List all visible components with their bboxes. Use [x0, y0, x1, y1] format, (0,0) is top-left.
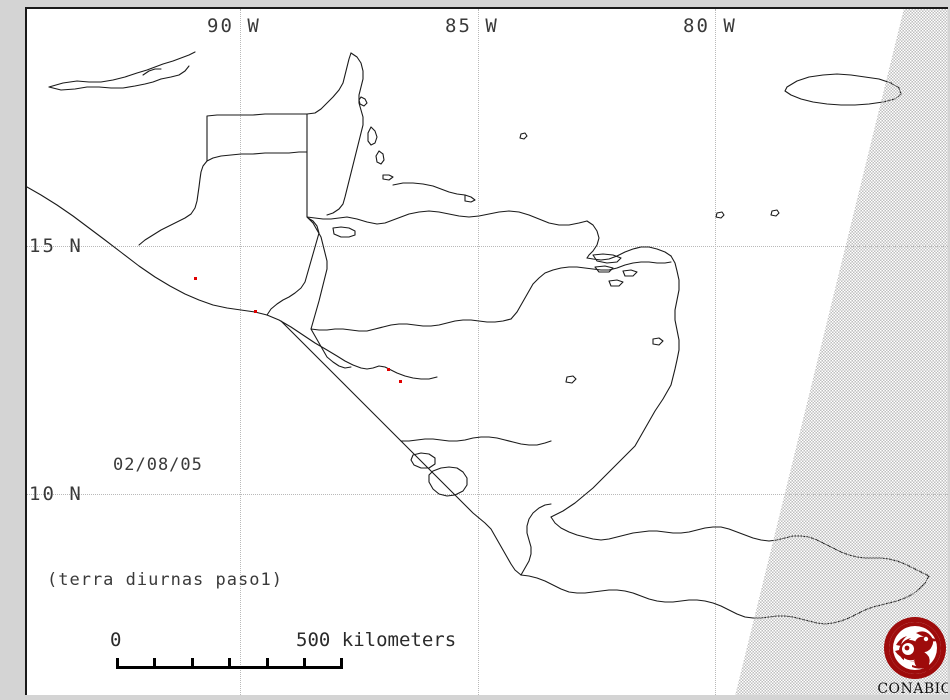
- gridline-90w: [240, 9, 241, 697]
- gridline-10n: [27, 494, 948, 495]
- scale-bar-tick: [153, 658, 156, 669]
- axis-label-lon-80w: 80 W: [683, 15, 737, 37]
- fire-point[interactable]: [399, 380, 402, 383]
- conabio-logo-text: CONABIO: [877, 681, 948, 697]
- scale-bar-tick: [340, 658, 343, 669]
- axis-label-lon-90w: 90 W: [207, 15, 261, 37]
- scale-bar-min-label: 0: [110, 629, 122, 651]
- scale-bar-tick: [116, 658, 119, 669]
- axis-label-lat-15n: 15 N: [29, 235, 83, 257]
- coastline-layer: [27, 51, 930, 625]
- fire-point[interactable]: [194, 277, 197, 280]
- map-canvas[interactable]: 90 W 85 W 80 W 15 N 10 N 02/08/05 (terra…: [25, 7, 948, 697]
- fire-point[interactable]: [254, 310, 257, 313]
- gridline-85w: [478, 9, 479, 697]
- scale-bar-tick: [303, 658, 306, 669]
- gridline-15n: [27, 246, 948, 247]
- date-label: 02/08/05: [113, 455, 203, 475]
- scale-bar-tick: [228, 658, 231, 669]
- axis-label-lat-10n: 10 N: [29, 483, 83, 505]
- gridline-80w: [715, 9, 716, 697]
- fire-point[interactable]: [387, 368, 390, 371]
- scale-bar-tick: [191, 658, 194, 669]
- scale-bar: 0 500 kilometers: [91, 629, 456, 683]
- axis-label-lon-85w: 85 W: [445, 15, 499, 37]
- scale-bar-max-label: 500 kilometers: [296, 629, 457, 651]
- conabio-emblem-icon: [884, 617, 946, 679]
- bottom-margin: [25, 695, 950, 700]
- map-caption: (terra diurnas paso1): [47, 570, 283, 590]
- conabio-logo[interactable]: CONABIO: [876, 615, 948, 697]
- scale-bar-tick: [266, 658, 269, 669]
